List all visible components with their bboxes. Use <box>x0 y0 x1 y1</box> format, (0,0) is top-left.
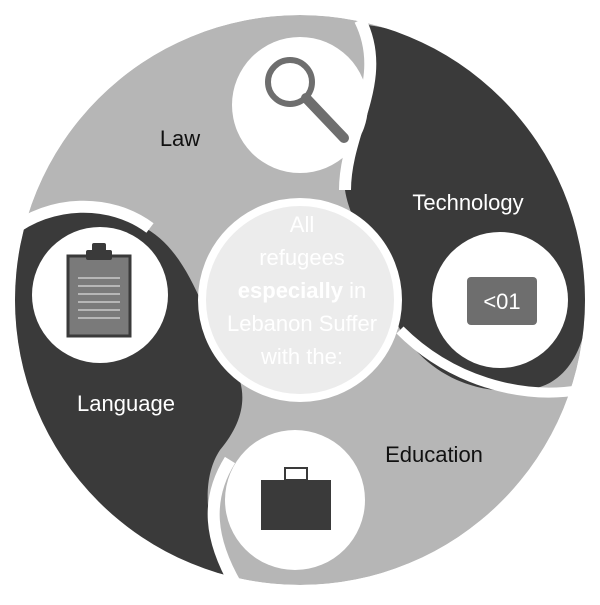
clipboard-icon <box>66 243 132 338</box>
center-text: All refugees especially in Lebanon Suffe… <box>227 212 377 369</box>
center-line-4: Lebanon Suffer <box>227 311 377 336</box>
binary-screen-icon: <01 <box>467 277 537 325</box>
center-line-2: refugees <box>259 245 345 270</box>
center-circle <box>198 198 402 402</box>
label-law: Law <box>160 126 200 151</box>
center-line-3: especially in <box>238 278 366 303</box>
center-line-1: All <box>290 212 314 237</box>
magnifying-glass-icon <box>265 57 349 143</box>
label-language: Language <box>77 391 175 416</box>
briefcase-icon <box>261 467 331 530</box>
center-line-5: with the: <box>260 344 343 369</box>
law-icon-circle <box>232 37 368 173</box>
label-technology: Technology <box>412 190 523 215</box>
label-education: Education <box>385 442 483 467</box>
binary-screen-text: <01 <box>483 289 520 314</box>
